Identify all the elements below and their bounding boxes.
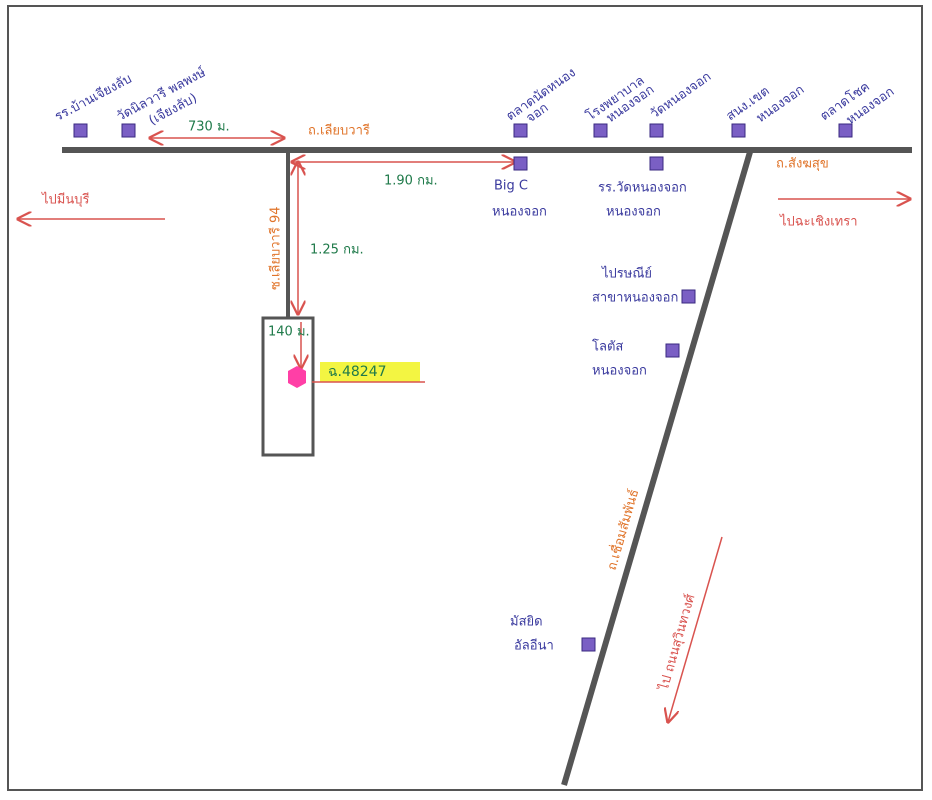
distance-label: 1.90 กม. <box>384 174 438 189</box>
direction-label: ไปมีนบุรี <box>41 192 89 208</box>
place-icon <box>681 289 696 304</box>
target-label: ฉ.48247 <box>328 364 387 380</box>
place-icon <box>649 123 664 138</box>
distance-label: 140 ม. <box>268 325 310 340</box>
road-label: ถ.สังฆสุข <box>776 157 829 172</box>
place-icon <box>593 123 608 138</box>
diagonal-road <box>561 151 753 786</box>
distance-label: 730 ม. <box>188 120 230 135</box>
place-label: มัสยิด <box>510 615 543 630</box>
place-label: ไปรษณีย์ <box>601 266 652 282</box>
place-icon <box>838 123 853 138</box>
target-highlight <box>320 362 420 382</box>
place-icon <box>121 123 136 138</box>
place-label: หนองจอก <box>492 205 547 220</box>
place-icon <box>649 156 664 171</box>
site-plot <box>261 316 315 457</box>
direction-arrow <box>668 536 723 722</box>
place-icons <box>73 123 853 652</box>
place-label: หนองจอก <box>592 364 647 379</box>
place-icon <box>513 123 528 138</box>
place-label: โลตัส <box>592 339 623 355</box>
place-label: สาขาหนองจอก <box>592 291 678 306</box>
place-icon <box>513 156 528 171</box>
place-label: อัลอีนา <box>514 638 554 654</box>
road-label: ซ.เลียบวารี 94 <box>268 207 284 291</box>
place-icon <box>73 123 88 138</box>
place-icon <box>731 123 746 138</box>
road-label: ถ.เลียบวารี <box>308 123 370 139</box>
target-marker <box>288 366 306 388</box>
place-label: หนองจอก <box>606 205 661 220</box>
place-label: รร.วัดหนองจอก <box>598 181 687 196</box>
map-border <box>7 5 923 791</box>
place-label: Big C <box>494 179 528 194</box>
place-icon <box>581 637 596 652</box>
place-icon <box>665 343 680 358</box>
direction-label: ไปฉะเชิงเทรา <box>779 214 858 230</box>
distance-label: 1.25 กม. <box>310 243 364 258</box>
